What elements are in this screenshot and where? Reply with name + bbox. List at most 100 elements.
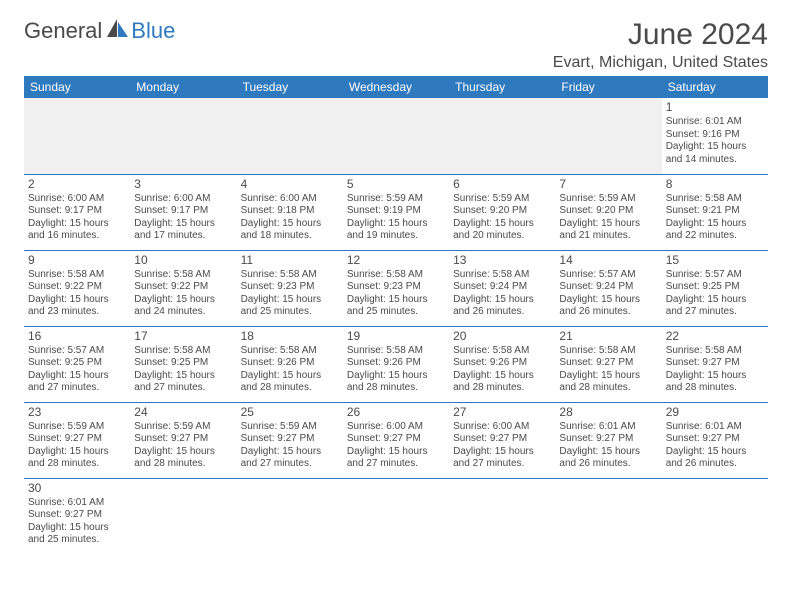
sunset-line: Sunset: 9:27 PM [28, 509, 126, 522]
sunset-line: Sunset: 9:27 PM [28, 433, 126, 446]
sunrise-line: Sunrise: 5:58 AM [453, 269, 551, 282]
day-header: Tuesday [237, 76, 343, 98]
logo-text-blue: Blue [131, 18, 175, 44]
daylight-line: Daylight: 15 hours and 16 minutes. [28, 218, 126, 243]
sunset-line: Sunset: 9:27 PM [453, 433, 551, 446]
daylight-line: Daylight: 15 hours and 27 minutes. [666, 294, 764, 319]
day-cell: 6Sunrise: 5:59 AMSunset: 9:20 PMDaylight… [449, 174, 555, 250]
sunrise-line: Sunrise: 5:59 AM [134, 421, 232, 434]
day-cell [237, 98, 343, 174]
sunrise-line: Sunrise: 5:59 AM [347, 193, 445, 206]
sunrise-line: Sunrise: 5:58 AM [347, 269, 445, 282]
daylight-line: Daylight: 15 hours and 27 minutes. [241, 446, 339, 471]
sunset-line: Sunset: 9:27 PM [134, 433, 232, 446]
sunset-line: Sunset: 9:20 PM [559, 205, 657, 218]
day-number: 7 [559, 177, 657, 192]
day-cell [555, 478, 661, 554]
sunset-line: Sunset: 9:25 PM [666, 281, 764, 294]
sunrise-line: Sunrise: 5:58 AM [666, 345, 764, 358]
sunrise-line: Sunrise: 5:57 AM [28, 345, 126, 358]
sunrise-line: Sunrise: 6:00 AM [241, 193, 339, 206]
daylight-line: Daylight: 15 hours and 25 minutes. [28, 522, 126, 547]
sunset-line: Sunset: 9:22 PM [134, 281, 232, 294]
day-number: 16 [28, 329, 126, 344]
daylight-line: Daylight: 15 hours and 19 minutes. [347, 218, 445, 243]
week-row: 16Sunrise: 5:57 AMSunset: 9:25 PMDayligh… [24, 326, 768, 402]
day-cell [555, 98, 661, 174]
day-cell: 13Sunrise: 5:58 AMSunset: 9:24 PMDayligh… [449, 250, 555, 326]
day-cell: 15Sunrise: 5:57 AMSunset: 9:25 PMDayligh… [662, 250, 768, 326]
day-number: 9 [28, 253, 126, 268]
day-header-row: Sunday Monday Tuesday Wednesday Thursday… [24, 76, 768, 98]
logo: General Blue [24, 18, 175, 44]
day-cell: 20Sunrise: 5:58 AMSunset: 9:26 PMDayligh… [449, 326, 555, 402]
sunrise-line: Sunrise: 6:01 AM [28, 497, 126, 510]
sunset-line: Sunset: 9:19 PM [347, 205, 445, 218]
sunrise-line: Sunrise: 5:58 AM [453, 345, 551, 358]
daylight-line: Daylight: 15 hours and 27 minutes. [28, 370, 126, 395]
day-cell: 24Sunrise: 5:59 AMSunset: 9:27 PMDayligh… [130, 402, 236, 478]
day-cell: 14Sunrise: 5:57 AMSunset: 9:24 PMDayligh… [555, 250, 661, 326]
sunrise-line: Sunrise: 5:59 AM [559, 193, 657, 206]
day-number: 13 [453, 253, 551, 268]
location: Evart, Michigan, United States [553, 54, 768, 72]
day-number: 19 [347, 329, 445, 344]
sunset-line: Sunset: 9:26 PM [241, 357, 339, 370]
logo-text-general: General [24, 18, 102, 44]
day-number: 8 [666, 177, 764, 192]
sunset-line: Sunset: 9:17 PM [28, 205, 126, 218]
sunset-line: Sunset: 9:21 PM [666, 205, 764, 218]
daylight-line: Daylight: 15 hours and 28 minutes. [28, 446, 126, 471]
sunset-line: Sunset: 9:27 PM [559, 433, 657, 446]
sunrise-line: Sunrise: 5:58 AM [28, 269, 126, 282]
day-cell [662, 478, 768, 554]
sunset-line: Sunset: 9:18 PM [241, 205, 339, 218]
day-cell: 28Sunrise: 6:01 AMSunset: 9:27 PMDayligh… [555, 402, 661, 478]
day-number: 17 [134, 329, 232, 344]
week-row: 30Sunrise: 6:01 AMSunset: 9:27 PMDayligh… [24, 478, 768, 554]
day-cell: 1Sunrise: 6:01 AMSunset: 9:16 PMDaylight… [662, 98, 768, 174]
title-block: June 2024 Evart, Michigan, United States [553, 18, 768, 72]
day-number: 3 [134, 177, 232, 192]
day-number: 10 [134, 253, 232, 268]
sunset-line: Sunset: 9:27 PM [666, 433, 764, 446]
daylight-line: Daylight: 15 hours and 20 minutes. [453, 218, 551, 243]
day-cell: 4Sunrise: 6:00 AMSunset: 9:18 PMDaylight… [237, 174, 343, 250]
sunrise-line: Sunrise: 5:57 AM [666, 269, 764, 282]
daylight-line: Daylight: 15 hours and 14 minutes. [666, 141, 764, 166]
daylight-line: Daylight: 15 hours and 26 minutes. [559, 294, 657, 319]
week-row: 2Sunrise: 6:00 AMSunset: 9:17 PMDaylight… [24, 174, 768, 250]
day-number: 4 [241, 177, 339, 192]
daylight-line: Daylight: 15 hours and 22 minutes. [666, 218, 764, 243]
daylight-line: Daylight: 15 hours and 25 minutes. [347, 294, 445, 319]
day-cell [130, 478, 236, 554]
day-number: 24 [134, 405, 232, 420]
day-number: 12 [347, 253, 445, 268]
header: General Blue June 2024 Evart, Michigan, … [24, 18, 768, 72]
day-number: 30 [28, 481, 126, 496]
daylight-line: Daylight: 15 hours and 28 minutes. [559, 370, 657, 395]
day-cell: 17Sunrise: 5:58 AMSunset: 9:25 PMDayligh… [130, 326, 236, 402]
sunset-line: Sunset: 9:25 PM [28, 357, 126, 370]
day-number: 23 [28, 405, 126, 420]
daylight-line: Daylight: 15 hours and 27 minutes. [347, 446, 445, 471]
day-number: 14 [559, 253, 657, 268]
day-cell [449, 98, 555, 174]
daylight-line: Daylight: 15 hours and 26 minutes. [666, 446, 764, 471]
day-number: 2 [28, 177, 126, 192]
daylight-line: Daylight: 15 hours and 28 minutes. [347, 370, 445, 395]
sunset-line: Sunset: 9:27 PM [559, 357, 657, 370]
day-cell [343, 98, 449, 174]
daylight-line: Daylight: 15 hours and 21 minutes. [559, 218, 657, 243]
daylight-line: Daylight: 15 hours and 26 minutes. [559, 446, 657, 471]
day-cell [343, 478, 449, 554]
day-cell: 18Sunrise: 5:58 AMSunset: 9:26 PMDayligh… [237, 326, 343, 402]
week-row: 1Sunrise: 6:01 AMSunset: 9:16 PMDaylight… [24, 98, 768, 174]
daylight-line: Daylight: 15 hours and 18 minutes. [241, 218, 339, 243]
sunrise-line: Sunrise: 6:00 AM [134, 193, 232, 206]
daylight-line: Daylight: 15 hours and 24 minutes. [134, 294, 232, 319]
sunset-line: Sunset: 9:22 PM [28, 281, 126, 294]
sunrise-line: Sunrise: 5:58 AM [241, 269, 339, 282]
sunset-line: Sunset: 9:23 PM [241, 281, 339, 294]
day-cell: 21Sunrise: 5:58 AMSunset: 9:27 PMDayligh… [555, 326, 661, 402]
